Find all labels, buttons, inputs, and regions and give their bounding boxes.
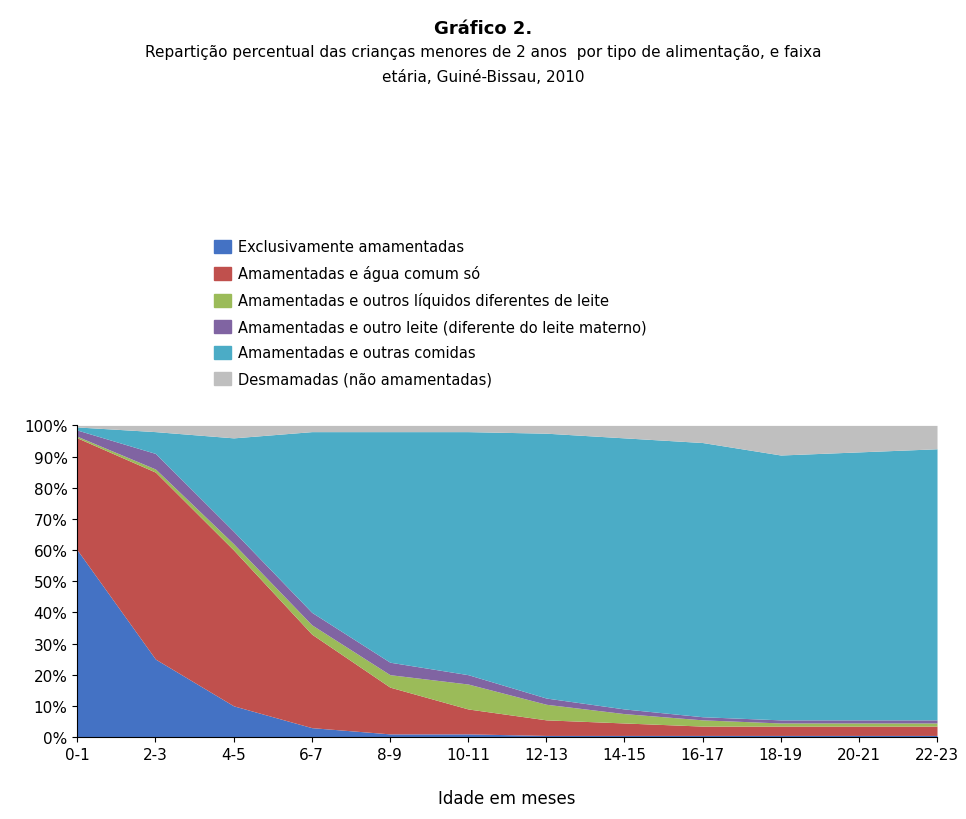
Text: Repartição percentual das crianças menores de 2 anos  por tipo de alimentação, e: Repartição percentual das crianças menor…: [145, 45, 821, 60]
Text: Gráfico 2.: Gráfico 2.: [434, 20, 532, 38]
Text: etária, Guiné-Bissau, 2010: etária, Guiné-Bissau, 2010: [382, 70, 584, 84]
Legend: Exclusivamente amamentadas, Amamentadas e água comum só, Amamentadas e outros lí: Exclusivamente amamentadas, Amamentadas …: [213, 240, 647, 387]
X-axis label: Idade em meses: Idade em meses: [439, 790, 576, 808]
